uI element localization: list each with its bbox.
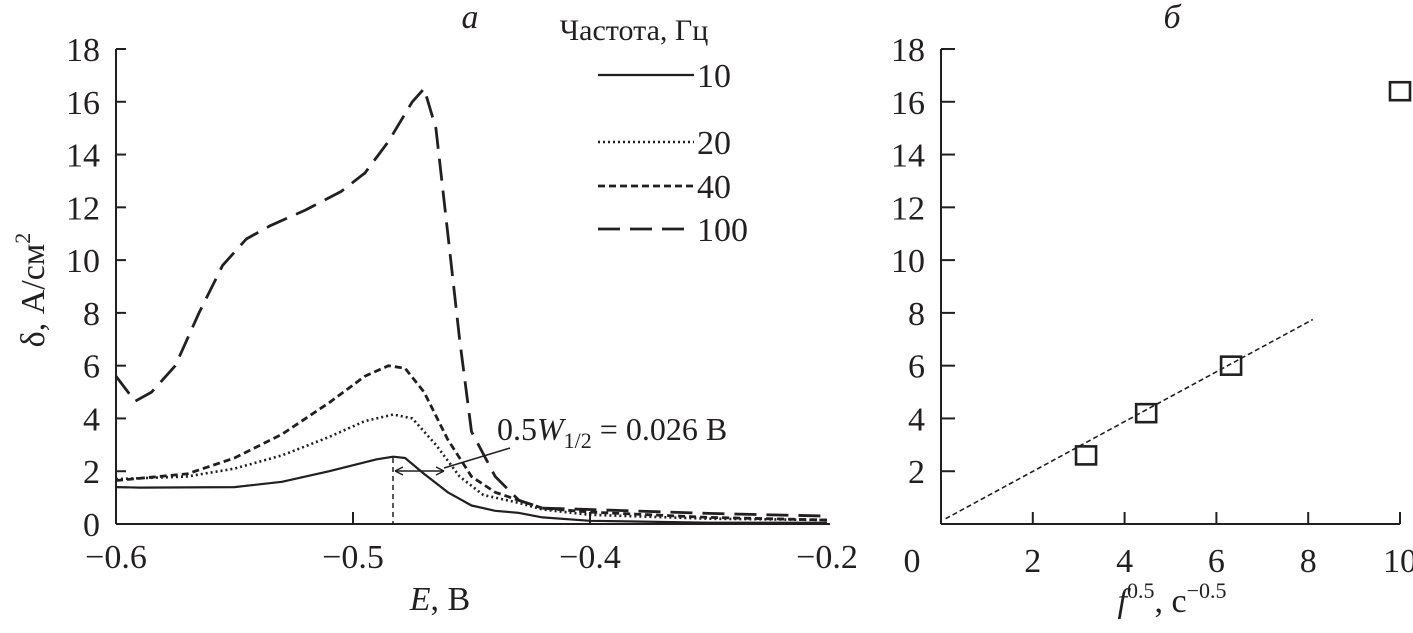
- y-tick-label: 10: [66, 243, 100, 280]
- y-tick-label: 0: [83, 507, 100, 544]
- x-tick-label: 0: [904, 543, 921, 580]
- data-point: [1074, 445, 1098, 466]
- x-tick-label: −0.5: [322, 539, 384, 576]
- series-line-10hz: [115, 455, 827, 524]
- data-point: [1219, 355, 1243, 376]
- x-tick-label: 2: [1024, 543, 1041, 580]
- y-tick-label: 4: [83, 401, 100, 438]
- x-tick-label: −0.6: [85, 539, 147, 576]
- half-width-annotation: 0.5W1/2 = 0.026 В: [392, 411, 727, 524]
- data-point: [1388, 80, 1412, 102]
- y-tick-label: 2: [908, 454, 925, 491]
- y-tick-label: 8: [908, 296, 925, 333]
- legend-title: Частота, Гц: [560, 14, 709, 47]
- series-line-20hz: [115, 413, 828, 522]
- x-tick-label: −0.2: [796, 539, 858, 576]
- arrow-heads: [394, 466, 445, 476]
- y-tick-label: 18: [891, 32, 925, 69]
- y-tick-label: 10: [891, 243, 925, 280]
- x-tick-label: 8: [1300, 543, 1317, 580]
- data-point: [1134, 402, 1158, 424]
- y-tick-label: 6: [908, 349, 925, 386]
- y-tick-label: 8: [83, 296, 100, 333]
- y-tick-label: 18: [66, 32, 100, 69]
- legend-label-20: 20: [697, 125, 731, 162]
- y-tick-label: 6: [83, 349, 100, 386]
- y-axis-label: δ, А/см2: [10, 233, 52, 348]
- y-tick-label: 14: [891, 138, 925, 175]
- y-tick-label: 2: [83, 454, 100, 491]
- y-tick-label: 16: [66, 85, 100, 122]
- x-tick-label: 4: [1116, 543, 1133, 580]
- y-tick-label: 14: [66, 138, 100, 175]
- legend: Частота, Гц 10 20 40 100: [560, 14, 748, 249]
- panel-a-label: а: [462, 0, 479, 36]
- x-axis-label: E, В: [409, 581, 470, 618]
- y-tick-label: 12: [66, 190, 100, 227]
- annotation-text: 0.5W1/2 = 0.026 В: [497, 411, 727, 453]
- panel-b: б 2 4 6 8 10 12 14 16 18 0 2 4 6 8 10 f0.5, с−0.5: [891, 0, 1413, 620]
- y-tick-label: 12: [891, 190, 925, 227]
- fit-line: [945, 318, 1314, 520]
- series-line-100hz: [114, 87, 828, 518]
- x-axis-label: f0.5, с−0.5: [1118, 578, 1227, 620]
- x-tick-label: 10: [1383, 543, 1413, 580]
- y-tick-label: 16: [891, 85, 925, 122]
- annotation-leader: [443, 447, 511, 469]
- legend-label-100: 100: [697, 212, 748, 249]
- legend-label-40: 40: [697, 169, 731, 206]
- x-tick-label: −0.4: [559, 539, 621, 576]
- y-tick-label: 4: [908, 401, 925, 438]
- x-tick-label: 6: [1208, 543, 1225, 580]
- panel-b-label: б: [1163, 0, 1182, 36]
- panel-a: а 0 2 4 6 8 10 12 14 16 18 −0.6 −0.5 −0.4 −0.2 E, В δ…: [10, 0, 858, 618]
- legend-label-10: 10: [697, 58, 731, 95]
